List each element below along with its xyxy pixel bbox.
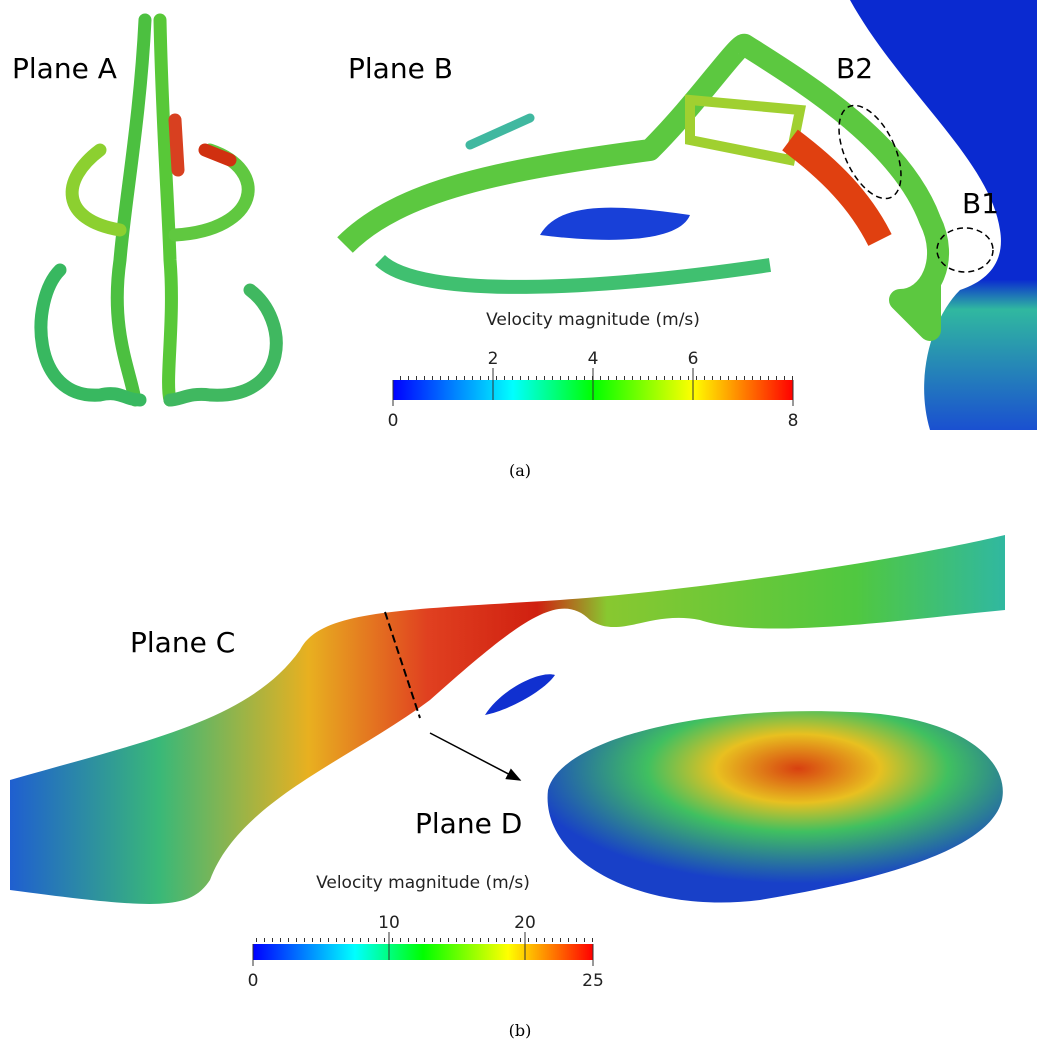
- tick-label: 20: [514, 913, 536, 933]
- caption: (a): [509, 461, 531, 480]
- plane-a-image: [34, 13, 283, 407]
- tick-label: 0: [248, 971, 259, 991]
- colorbar-title: Velocity magnitude (m/s): [316, 873, 530, 893]
- label: Plane C: [130, 626, 235, 659]
- b2-outline: [838, 104, 902, 200]
- label: B2: [836, 52, 873, 85]
- colorbar-minor-ticks: [253, 938, 593, 944]
- tick-label: 8: [788, 411, 799, 431]
- colorbar: [253, 944, 593, 960]
- b1-outline: [936, 227, 994, 273]
- caption: (b): [509, 1021, 532, 1040]
- tick-label: 4: [588, 349, 599, 369]
- label: Plane A: [12, 52, 117, 85]
- plane-d-image: [547, 711, 1003, 903]
- tick-label: 0: [388, 411, 399, 431]
- tick-label: 6: [688, 349, 699, 369]
- label: B1: [962, 187, 999, 220]
- tick-label: 2: [488, 349, 499, 369]
- label: Plane D: [415, 807, 522, 840]
- plane-c-image: [10, 535, 1005, 904]
- plane-b-image: [337, 0, 1037, 430]
- tick-label: 10: [378, 913, 400, 933]
- colorbar-title: Velocity magnitude (m/s): [486, 310, 700, 330]
- label: Plane B: [348, 52, 453, 85]
- tick-label: 25: [582, 971, 604, 991]
